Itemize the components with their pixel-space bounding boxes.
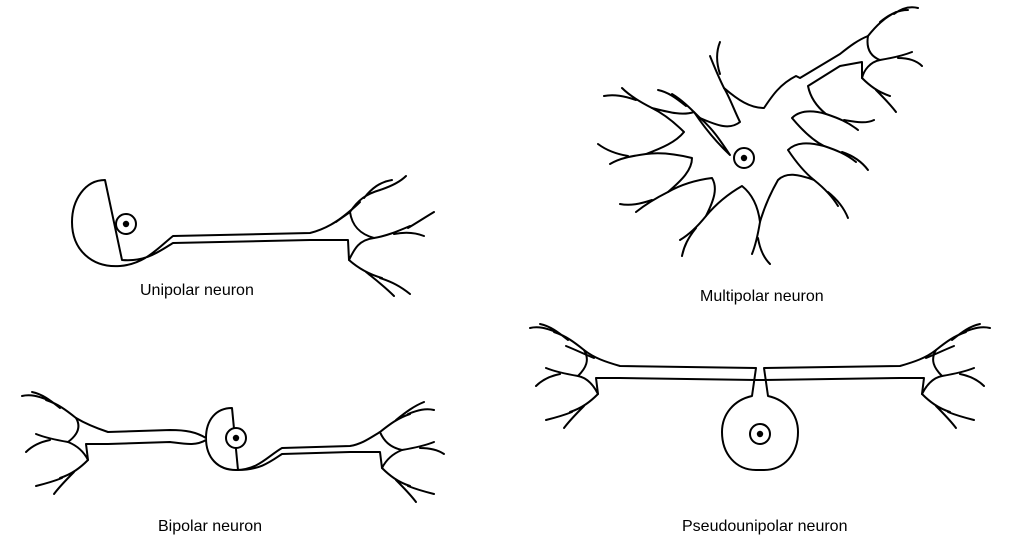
pseudounipolar-label: Pseudounipolar neuron — [682, 518, 847, 536]
neuron-types-diagram — [0, 0, 1024, 550]
bipolar-neuron — [22, 392, 444, 502]
multipolar-neuron — [598, 7, 922, 264]
unipolar-label: Unipolar neuron — [140, 282, 254, 300]
pseudounipolar-neuron — [530, 324, 990, 470]
multipolar-label: Multipolar neuron — [700, 288, 824, 306]
bipolar-label: Bipolar neuron — [158, 518, 262, 536]
unipolar-neuron — [72, 176, 434, 296]
